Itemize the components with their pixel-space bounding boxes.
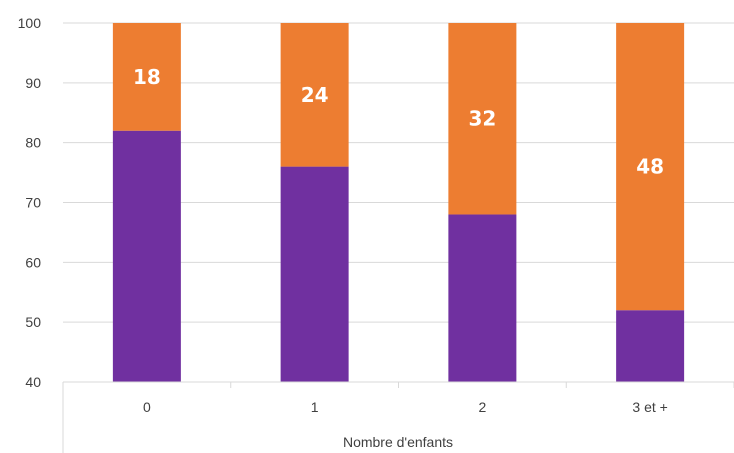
bar-segment-lower (448, 214, 517, 382)
bar-segment-upper (448, 23, 517, 215)
data-label: 18 (133, 65, 161, 89)
bar-segment-lower (112, 130, 181, 382)
x-tick-label: 3 et + (632, 399, 667, 415)
x-tick-label: 1 (311, 399, 319, 415)
data-label: 32 (468, 107, 496, 131)
data-label: 24 (301, 83, 329, 107)
data-labels: 18 24 32 48 (133, 65, 664, 179)
y-tick-label: 100 (18, 15, 42, 31)
bar-segment-upper (616, 23, 685, 311)
x-tick-label: 2 (478, 399, 486, 415)
x-axis-title: Nombre d'enfants (343, 434, 453, 450)
y-tick-label: 60 (25, 254, 41, 270)
x-tick-label: 0 (143, 399, 151, 415)
bar-segment-upper (280, 23, 349, 167)
data-label: 48 (636, 155, 664, 179)
y-tick-label: 90 (25, 75, 41, 91)
bar-segment-lower (616, 310, 685, 382)
bar-segment-upper (112, 23, 181, 131)
bar-segment-lower (280, 166, 349, 382)
y-tick-label: 40 (25, 374, 41, 390)
y-tick-label: 50 (25, 314, 41, 330)
y-tick-label: 70 (25, 195, 41, 211)
x-axis: 0 1 2 3 et + (62, 381, 734, 453)
y-tick-label: 80 (25, 135, 41, 151)
y-axis-ticks: 40 50 60 70 80 90 100 (18, 15, 42, 390)
bars (112, 23, 685, 382)
